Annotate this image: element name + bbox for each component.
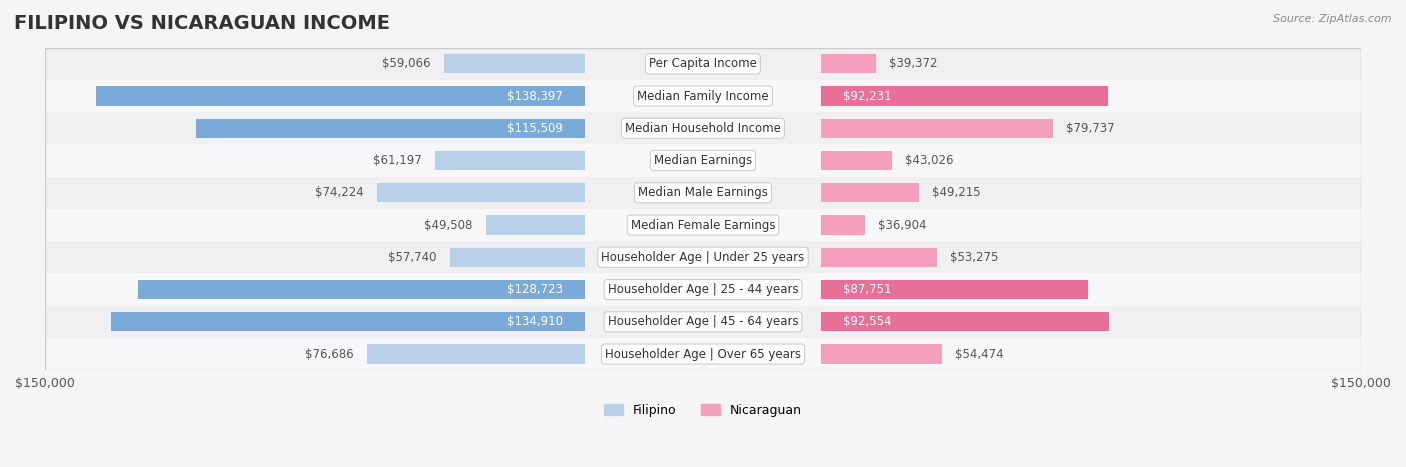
Bar — [96, 86, 585, 106]
Text: $54,474: $54,474 — [955, 347, 1004, 361]
Text: $128,723: $128,723 — [506, 283, 562, 296]
Bar — [45, 209, 1361, 241]
Bar — [45, 48, 1361, 80]
Text: $134,910: $134,910 — [506, 315, 562, 328]
Text: Householder Age | Over 65 years: Householder Age | Over 65 years — [605, 347, 801, 361]
Text: Median Household Income: Median Household Income — [626, 122, 780, 135]
Text: $61,197: $61,197 — [373, 154, 422, 167]
Text: $79,737: $79,737 — [1066, 122, 1115, 135]
Bar — [821, 183, 920, 203]
Bar — [138, 280, 585, 299]
Text: FILIPINO VS NICARAGUAN INCOME: FILIPINO VS NICARAGUAN INCOME — [14, 14, 389, 33]
Bar — [197, 119, 585, 138]
Bar — [45, 80, 1361, 112]
Text: $115,509: $115,509 — [506, 122, 562, 135]
Bar — [367, 344, 585, 364]
Bar — [45, 306, 1361, 338]
Bar — [821, 312, 1109, 332]
Text: Householder Age | 25 - 44 years: Householder Age | 25 - 44 years — [607, 283, 799, 296]
Bar — [821, 215, 865, 235]
Text: $49,215: $49,215 — [932, 186, 981, 199]
Text: Median Family Income: Median Family Income — [637, 90, 769, 103]
Text: $59,066: $59,066 — [382, 57, 430, 71]
Bar — [45, 338, 1361, 370]
Bar — [821, 280, 1088, 299]
Text: Median Female Earnings: Median Female Earnings — [631, 219, 775, 232]
Bar — [821, 344, 942, 364]
Bar — [377, 183, 585, 203]
Text: Householder Age | Under 25 years: Householder Age | Under 25 years — [602, 251, 804, 264]
Bar — [821, 86, 1108, 106]
Bar — [45, 144, 1361, 177]
Text: Median Earnings: Median Earnings — [654, 154, 752, 167]
Text: $36,904: $36,904 — [879, 219, 927, 232]
Bar — [821, 151, 891, 170]
Text: $39,372: $39,372 — [889, 57, 938, 71]
Text: $57,740: $57,740 — [388, 251, 436, 264]
Bar — [45, 241, 1361, 274]
Bar — [450, 248, 585, 267]
Text: $53,275: $53,275 — [950, 251, 998, 264]
Legend: Filipino, Nicaraguan: Filipino, Nicaraguan — [599, 399, 807, 422]
Bar — [45, 177, 1361, 209]
Bar — [821, 119, 1053, 138]
Bar — [821, 248, 936, 267]
Text: $74,224: $74,224 — [315, 186, 364, 199]
Bar — [45, 112, 1361, 144]
Text: $87,751: $87,751 — [844, 283, 891, 296]
Text: $49,508: $49,508 — [425, 219, 472, 232]
Text: $92,554: $92,554 — [844, 315, 891, 328]
Text: $43,026: $43,026 — [905, 154, 953, 167]
Text: Median Male Earnings: Median Male Earnings — [638, 186, 768, 199]
Text: Source: ZipAtlas.com: Source: ZipAtlas.com — [1274, 14, 1392, 24]
Bar — [434, 151, 585, 170]
Text: $138,397: $138,397 — [506, 90, 562, 103]
Bar — [486, 215, 585, 235]
Bar — [45, 274, 1361, 306]
Text: Per Capita Income: Per Capita Income — [650, 57, 756, 71]
Text: Householder Age | 45 - 64 years: Householder Age | 45 - 64 years — [607, 315, 799, 328]
Text: $92,231: $92,231 — [844, 90, 891, 103]
Bar — [444, 54, 585, 73]
Bar — [821, 54, 876, 73]
Text: $76,686: $76,686 — [305, 347, 353, 361]
Bar — [111, 312, 585, 332]
